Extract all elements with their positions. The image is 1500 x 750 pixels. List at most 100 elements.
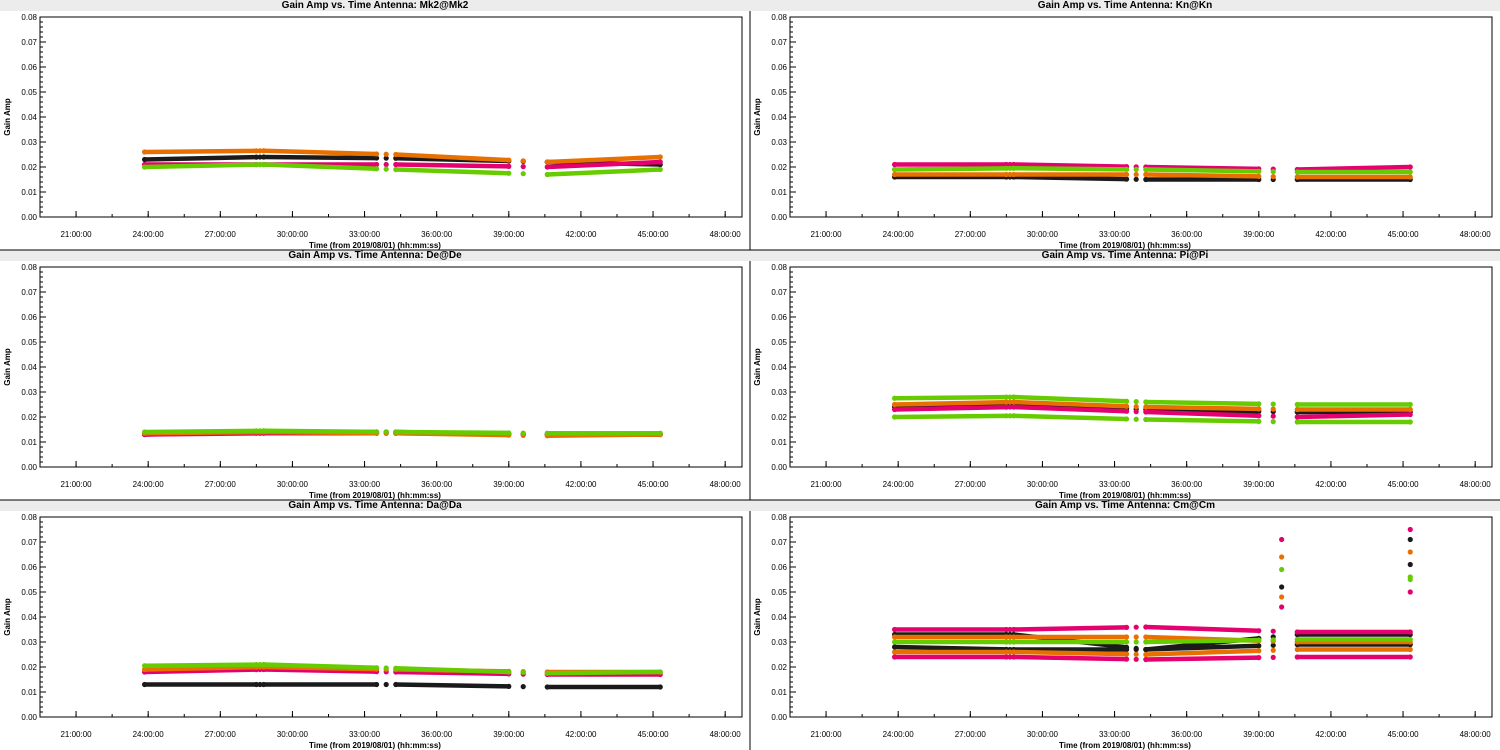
y-tick-label: 0.07 <box>771 538 787 547</box>
x-axis-label: Time (from 2019/08/01) (hh:mm:ss) <box>309 741 441 750</box>
data-point <box>506 170 512 176</box>
x-tick-label: 48:00:00 <box>1460 230 1492 239</box>
series-band <box>1011 404 1129 414</box>
data-point <box>1123 408 1130 414</box>
data-point <box>544 171 550 178</box>
data-point <box>891 401 898 408</box>
data-point <box>383 155 389 161</box>
data-point <box>1270 413 1276 419</box>
data-point <box>1143 639 1149 645</box>
series-3 <box>891 654 1413 663</box>
y-tick-label: 0.02 <box>771 163 787 172</box>
data-point <box>1007 413 1013 419</box>
series-band <box>393 167 512 176</box>
data-point <box>1123 171 1130 178</box>
series-band <box>1011 625 1129 632</box>
outlier-point <box>1407 536 1413 543</box>
x-tick-label: 42:00:00 <box>1315 230 1347 239</box>
data-point <box>141 429 148 435</box>
outlier-point <box>1407 526 1413 533</box>
series-band <box>142 667 259 675</box>
x-tick-label: 39:00:00 <box>1243 730 1275 739</box>
data-point <box>657 669 663 675</box>
series-3 <box>141 428 663 436</box>
data-point <box>253 428 259 434</box>
y-axis-label: Gain Amp <box>753 598 762 636</box>
series-band <box>1143 417 1262 424</box>
data-point <box>1007 404 1013 410</box>
data-point <box>1010 394 1017 400</box>
series-band <box>1011 654 1129 662</box>
y-tick-label: 0.06 <box>771 63 787 72</box>
data-point <box>891 406 898 413</box>
data-point <box>1270 654 1276 660</box>
x-tick-label: 24:00:00 <box>883 480 915 489</box>
data-point <box>1256 168 1262 174</box>
data-point <box>1256 628 1262 634</box>
data-point <box>1123 416 1130 422</box>
y-tick-label: 0.01 <box>21 438 37 447</box>
data-point <box>1407 419 1413 425</box>
y-tick-label: 0.07 <box>21 38 37 47</box>
data-point <box>141 666 148 673</box>
data-point <box>1143 624 1149 630</box>
series-band <box>142 162 259 170</box>
series-band <box>545 154 663 165</box>
data-point <box>1143 171 1149 178</box>
series-band <box>1143 164 1262 172</box>
plot-title: Gain Amp vs. Time Antenna: De@De <box>288 250 462 261</box>
x-tick-label: 24:00:00 <box>133 730 165 739</box>
data-point <box>506 163 512 169</box>
y-axis-label: Gain Amp <box>3 98 12 136</box>
panel-5: Gain Amp vs. Time Antenna: Cm@Cm 0.00 0.01… <box>750 499 1500 750</box>
data-point <box>1123 656 1130 662</box>
data-point <box>1270 642 1276 648</box>
data-point <box>1256 655 1262 661</box>
data-point <box>544 430 550 436</box>
data-point <box>1007 634 1013 640</box>
y-tick-label: 0.04 <box>21 613 37 622</box>
data-point <box>1010 654 1017 660</box>
data-point <box>1007 626 1013 633</box>
outlier-point <box>1407 561 1413 568</box>
x-tick-label: 27:00:00 <box>205 730 237 739</box>
series-1 <box>891 404 1413 420</box>
data-point <box>891 649 898 655</box>
x-tick-label: 45:00:00 <box>1387 480 1419 489</box>
series-2 <box>891 624 1413 635</box>
data-point <box>393 166 399 173</box>
data-point <box>1270 647 1276 653</box>
data-point <box>1123 634 1130 640</box>
data-point <box>1010 399 1017 405</box>
data-point <box>544 164 550 170</box>
data-point <box>393 681 399 688</box>
data-point <box>1256 637 1262 643</box>
data-point <box>260 681 267 688</box>
y-tick-label: 0.04 <box>771 363 787 372</box>
series-band <box>1143 643 1262 652</box>
series-1 <box>891 161 1413 173</box>
series-3 <box>141 161 663 178</box>
data-point <box>1123 646 1130 653</box>
data-point <box>1007 649 1013 655</box>
series-band <box>1011 402 1129 412</box>
data-point <box>1294 414 1300 420</box>
data-point <box>1256 418 1262 424</box>
data-point <box>1010 639 1017 645</box>
panel-2: Gain Amp vs. Time Antenna: De@De 0.00 0.01… <box>0 249 750 500</box>
plot-title: Gain Amp vs. Time Antenna: Cm@Cm <box>1035 500 1215 511</box>
series-band <box>892 399 1009 407</box>
x-tick-label: 33:00:00 <box>349 230 381 239</box>
x-tick-label: 30:00:00 <box>1027 480 1059 489</box>
x-tick-label: 30:00:00 <box>277 480 309 489</box>
y-tick-label: 0.02 <box>21 163 37 172</box>
data-point <box>260 161 267 168</box>
data-point <box>1143 176 1149 183</box>
data-point <box>1270 169 1276 175</box>
series-band <box>1143 167 1262 174</box>
y-tick-label: 0.08 <box>21 13 37 22</box>
data-point <box>1407 164 1413 170</box>
data-point <box>1010 161 1017 168</box>
